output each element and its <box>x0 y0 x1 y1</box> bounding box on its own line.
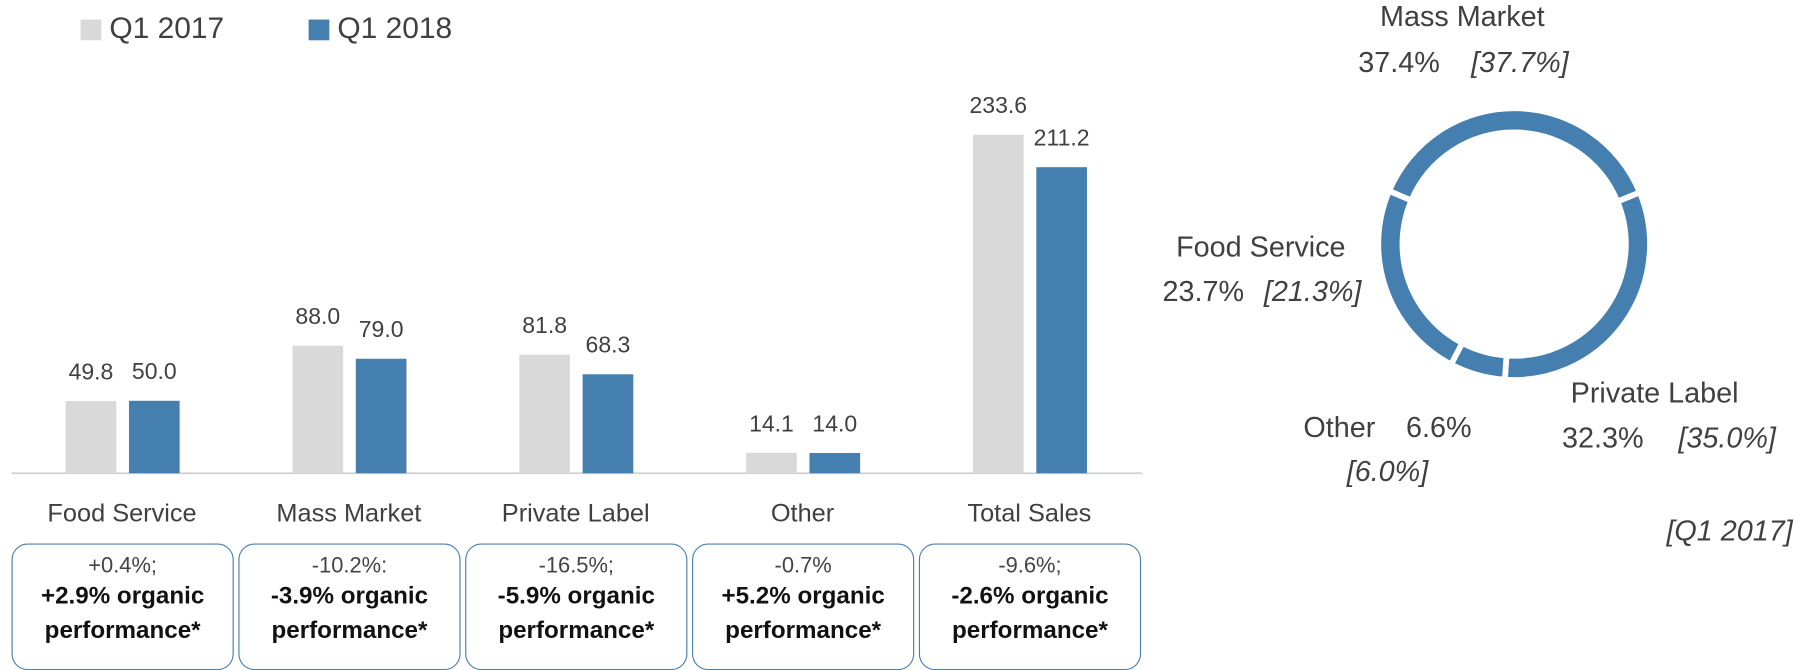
donut-segment <box>1501 188 1653 383</box>
value-label: 50.0 <box>132 358 177 384</box>
donut-value: 32.3% <box>1562 422 1644 454</box>
bar <box>582 374 634 474</box>
annotation-change: +0.4%; <box>88 553 157 579</box>
value-label: 14.0 <box>812 410 857 436</box>
bar <box>65 401 117 474</box>
annotation-change: -0.7% <box>774 553 832 579</box>
bar <box>746 452 797 474</box>
value-label: 88.0 <box>295 303 340 329</box>
category-label: Private Label <box>502 499 650 527</box>
donut-label: Mass Market <box>1380 1 1545 33</box>
donut-value: 23.7% <box>1162 276 1244 308</box>
value-label: 68.3 <box>586 332 631 358</box>
donut-value: 37.4% <box>1358 47 1440 79</box>
bar <box>519 354 570 474</box>
donut-label: Food Service <box>1176 231 1345 263</box>
bar <box>972 134 1024 474</box>
annotation-organic: +5.2% organic performance* <box>721 582 885 644</box>
value-label: 81.8 <box>522 312 567 338</box>
annotation-box: -9.6%; -2.6% organic performance* <box>918 543 1142 670</box>
bar <box>809 452 861 474</box>
category-label: Food Service <box>47 499 196 527</box>
donut-prior: [21.3%] <box>1263 276 1363 308</box>
bar <box>355 358 407 474</box>
annotation-box: -0.7% +5.2% organic performance* <box>692 543 915 670</box>
value-label: 14.1 <box>749 410 794 436</box>
annotation-organic: +2.9% organic performance* <box>40 582 205 644</box>
charts: Q1 2017 Q1 2018 Food Service 49.8 50.0 Mass M… <box>11 1 1794 548</box>
annotation-organic: -5.9% organic performance* <box>497 582 655 644</box>
annotation-change: -16.5%; <box>538 553 614 579</box>
legend-swatch <box>308 19 330 41</box>
annotation-box: +0.4%; +2.9% organic performance* <box>11 543 234 670</box>
value-label: 49.8 <box>69 359 114 385</box>
value-label: 79.0 <box>359 316 404 342</box>
value-label: 211.2 <box>1034 125 1090 151</box>
donut-segment <box>1375 187 1467 369</box>
annotation-organic: -3.9% organic performance* <box>270 582 429 644</box>
legend-swatch <box>80 19 102 41</box>
category-label: Total Sales <box>967 499 1091 527</box>
donut-value: 6.6% <box>1406 412 1472 444</box>
category-label: Other <box>771 499 835 527</box>
legend-label: Q1 2017 <box>109 12 224 45</box>
bar <box>292 345 344 474</box>
legend-label: Q1 2018 <box>337 12 452 45</box>
page: Q1 2017 Q1 2018 Food Service 49.8 50.0 Mass M… <box>11 1 1794 670</box>
stage: Q1 2017 Q1 2018 Food Service 49.8 50.0 Mass M… <box>11 1 1794 670</box>
donut-label: Private Label <box>1571 378 1739 410</box>
value-label: 233.6 <box>969 92 1027 118</box>
category-label: Mass Market <box>276 499 421 527</box>
donut-label: Other <box>1303 412 1375 444</box>
donut-segment <box>1385 105 1644 206</box>
annotation-organic: -2.6% organic performance* <box>951 582 1109 644</box>
prior-note: [Q1 2017] <box>1665 516 1793 548</box>
annotation-box: -10.2%: -3.9% organic performance* <box>238 543 461 670</box>
donut-prior: [37.7%] <box>1470 47 1570 79</box>
bar <box>1036 167 1087 474</box>
annotation-change: -10.2%: <box>311 553 388 579</box>
donut-prior: [35.0%] <box>1677 422 1777 454</box>
annotation-change: -9.6%; <box>998 553 1062 579</box>
annotation-box: -16.5%; -5.9% organic performance* <box>465 543 688 670</box>
bar <box>128 400 180 474</box>
donut-prior: [6.0%] <box>1346 456 1430 488</box>
